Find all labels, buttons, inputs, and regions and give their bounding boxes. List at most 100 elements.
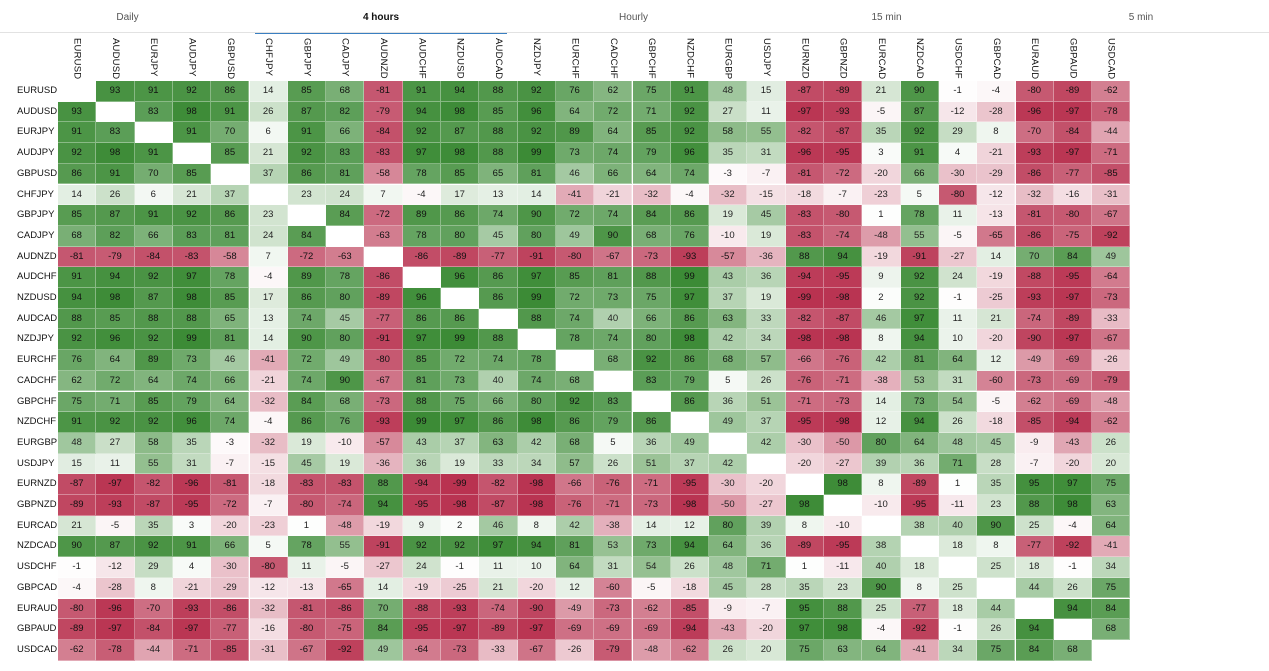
correlation-cell: 23 — [824, 577, 863, 599]
correlation-cell: 9 — [402, 515, 441, 537]
correlation-cell: 64 — [555, 101, 595, 123]
correlation-cell: -19 — [862, 246, 901, 268]
tab-5-min[interactable]: 5 min — [1128, 12, 1154, 23]
correlation-cell: -66 — [555, 474, 595, 495]
correlation-cell: 87 — [96, 536, 135, 558]
correlation-cell: -89 — [364, 288, 403, 309]
correlation-cell: -20 — [211, 515, 250, 537]
correlation-cell: -86 — [364, 267, 403, 288]
correlation-cell: -49 — [555, 598, 595, 620]
correlation-cell: -1 — [938, 81, 978, 102]
correlation-cell: 68 — [326, 81, 365, 102]
correlation-cell: 81 — [211, 329, 250, 351]
correlation-cell: 68 — [326, 391, 365, 413]
correlation-cell: -77 — [1053, 163, 1093, 185]
correlation-cell: -98 — [441, 495, 480, 516]
correlation-cell: -62 — [58, 639, 97, 661]
correlation-cell: -79 — [1092, 370, 1131, 392]
correlation-cell: -92 — [326, 639, 365, 661]
correlation-cell: 87 — [96, 205, 135, 226]
correlation-cell: 83 — [326, 143, 365, 164]
correlation-cell: -71 — [594, 495, 633, 516]
correlation-cell: 85 — [58, 205, 97, 226]
correlation-cell: -89 — [900, 474, 939, 495]
correlation-cell: 11 — [479, 557, 518, 578]
correlation-cell: 73 — [594, 288, 633, 309]
correlation-cell — [479, 308, 518, 330]
correlation-cell: -93 — [1015, 143, 1054, 164]
correlation-cell: 55 — [747, 122, 786, 144]
column-header-gbpaud: GBPAUD — [1067, 38, 1079, 79]
correlation-cell: 45 — [709, 577, 748, 599]
correlation-cell: 63 — [824, 639, 863, 661]
tab-divider — [0, 32, 1269, 33]
correlation-cell: -67 — [287, 639, 327, 661]
correlation-cell: -5 — [977, 391, 1016, 413]
tab-daily[interactable]: Daily — [116, 12, 139, 23]
correlation-cell: 68 — [709, 350, 748, 371]
correlation-cell: 34 — [747, 329, 786, 351]
correlation-cell: 85 — [555, 267, 595, 288]
correlation-cell: 74 — [594, 329, 633, 351]
correlation-cell: -84 — [1053, 122, 1093, 144]
correlation-cell: 74 — [479, 205, 518, 226]
correlation-cell: 85 — [211, 288, 250, 309]
correlation-cell: 42 — [517, 432, 556, 454]
correlation-cell: -4 — [1053, 515, 1093, 537]
correlation-cell: 80 — [517, 225, 556, 247]
correlation-cell: -64 — [1092, 267, 1131, 288]
correlation-cell: 78 — [517, 350, 556, 371]
correlation-cell: 36 — [709, 391, 748, 413]
correlation-cell: 31 — [747, 143, 786, 164]
correlation-cell: 99 — [172, 329, 212, 351]
column-header-chfjpy: CHFJPY — [263, 38, 275, 77]
correlation-cell: -84 — [134, 246, 173, 268]
correlation-cell: 49 — [555, 225, 595, 247]
correlation-cell: -44 — [134, 639, 173, 661]
tab-15-min[interactable]: 15 min — [871, 12, 902, 23]
correlation-cell: 68 — [58, 225, 97, 247]
row-header-euraud: EURAUD — [17, 602, 58, 614]
correlation-cell: -20 — [747, 474, 786, 495]
column-header-audjpy: AUDJPY — [186, 38, 198, 77]
column-header-nzdusd: NZDUSD — [454, 38, 466, 79]
correlation-cell — [96, 101, 135, 123]
tab-4-hours[interactable]: 4 hours — [255, 0, 507, 34]
correlation-cell: -10 — [824, 515, 863, 537]
correlation-cell: 92 — [555, 391, 595, 413]
correlation-cell: -98 — [670, 495, 710, 516]
correlation-cell: 75 — [632, 81, 671, 102]
correlation-cell: 91 — [58, 267, 97, 288]
correlation-cell: 99 — [517, 288, 556, 309]
correlation-cell: 24 — [326, 184, 365, 206]
correlation-cell: 78 — [402, 225, 441, 247]
correlation-cell: -4 — [249, 412, 288, 433]
correlation-cell: -76 — [785, 370, 824, 392]
tab-hourly[interactable]: Hourly — [619, 12, 648, 23]
correlation-cell: -98 — [824, 329, 863, 351]
correlation-cell: 11 — [747, 101, 786, 123]
correlation-cell: -36 — [747, 246, 786, 268]
correlation-cell: 45 — [326, 308, 365, 330]
correlation-cell: 74 — [670, 163, 710, 185]
correlation-cell: 90 — [58, 536, 97, 558]
correlation-cell: -41 — [249, 350, 288, 371]
correlation-cell: -93 — [364, 412, 403, 433]
correlation-cell: 94 — [96, 267, 135, 288]
correlation-cell: -62 — [1092, 81, 1131, 102]
correlation-cell: -91 — [364, 329, 403, 351]
correlation-cell: 92 — [172, 81, 212, 102]
correlation-cell: 26 — [96, 184, 135, 206]
correlation-cell: 74 — [594, 143, 633, 164]
correlation-cell: 70 — [1015, 246, 1054, 268]
correlation-cell: -7 — [824, 184, 863, 206]
correlation-cell: 71 — [938, 453, 978, 475]
correlation-cell: 84 — [1092, 598, 1131, 620]
row-header-gbpaud: GBPAUD — [17, 623, 57, 635]
correlation-cell: 97 — [517, 267, 556, 288]
correlation-cell: 18 — [938, 536, 978, 558]
correlation-cell: -89 — [824, 81, 863, 102]
correlation-cell: 23 — [977, 495, 1016, 516]
column-header-eurgbp: EURGBP — [722, 38, 734, 80]
correlation-cell: -67 — [364, 370, 403, 392]
